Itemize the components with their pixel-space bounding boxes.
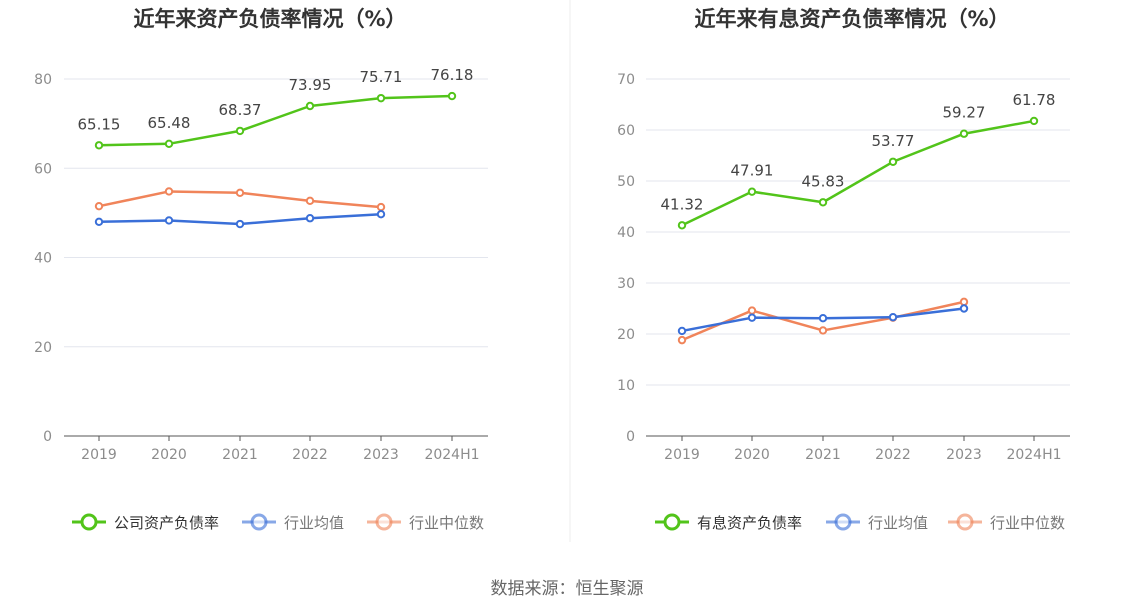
data-label: 47.91 (731, 162, 774, 180)
y-tick-label: 50 (617, 174, 635, 190)
y-tick-label: 40 (34, 251, 52, 267)
data-label: 45.83 (802, 172, 845, 190)
data-point-industry_avg (376, 210, 386, 219)
legend-item-company: 公司资产负债率 (72, 513, 219, 532)
charts-canvas: 近年来资产负债率情况（%） 0 20 40 60 80 2019 2020 2021 2022 20… (34, 0, 1070, 542)
data-point-company (305, 101, 315, 111)
data-label: 68.37 (219, 101, 262, 119)
chart-panel-1: 近年来资产负债率情况（%） 0 20 40 60 80 2019 2020 2021 2022 20… (34, 7, 488, 532)
legend-marker (375, 513, 393, 531)
y-tick-label: 20 (617, 327, 635, 343)
legend-label: 行业均值 (284, 514, 344, 532)
data-label: 53.77 (872, 132, 915, 150)
y-tick-label: 40 (617, 225, 635, 241)
legend-marker (834, 513, 852, 531)
x-tick-label: 2024H1 (424, 447, 479, 463)
legend-marker (663, 513, 681, 531)
legend-item-company: 有息资产负债率 (655, 513, 802, 532)
data-point-industry_avg (959, 304, 969, 313)
x-tick-label: 2019 (664, 447, 700, 463)
data-point-company (959, 129, 969, 138)
data-point-industry_median (677, 335, 687, 345)
legend-label: 行业中位数 (409, 514, 484, 532)
data-point-industry_avg (677, 326, 687, 336)
y-tick-label: 60 (617, 123, 635, 139)
data-label: 75.71 (360, 68, 403, 86)
x-tick-label: 2020 (734, 447, 770, 463)
y-tick-label: 0 (43, 429, 52, 445)
data-point-industry_avg (94, 217, 104, 227)
chart-panel-2: 近年来有息资产负债率情况（%） 0 10 20 30 40 50 60 70 2019 2020 20… (617, 7, 1070, 532)
chart-title: 近年来有息资产负债率情况（%） (694, 7, 1009, 31)
data-label: 61.78 (1013, 91, 1056, 109)
data-point-company (888, 157, 898, 166)
legend-marker (80, 513, 98, 531)
x-tick-label: 2024H1 (1006, 447, 1061, 463)
data-point-industry_median (818, 326, 828, 335)
series-line-company (681, 119, 1035, 227)
data-point-industry_median (959, 297, 969, 307)
data-point-industry_avg (888, 312, 898, 322)
x-tick-label: 2023 (946, 447, 982, 463)
data-label: 59.27 (943, 104, 986, 122)
data-point-company (164, 139, 174, 148)
data-point-industry_median (235, 188, 245, 197)
data-point-company (747, 187, 757, 196)
legend-label: 有息资产负债率 (697, 514, 802, 532)
legend-item-industry_avg: 行业均值 (826, 513, 928, 532)
x-tick-label: 2022 (875, 447, 911, 463)
data-point-company (1029, 116, 1039, 126)
data-label: 73.95 (289, 76, 332, 94)
legend-item-industry_median: 行业中位数 (367, 513, 484, 532)
legend-label: 公司资产负债率 (114, 514, 219, 532)
legend-item-industry_avg: 行业均值 (242, 513, 344, 532)
y-tick-label: 70 (617, 72, 635, 88)
data-point-industry_median (747, 306, 757, 315)
series-line-company (98, 94, 453, 147)
data-point-company (677, 221, 687, 230)
data-point-company (818, 198, 828, 207)
x-tick-label: 2021 (222, 447, 258, 463)
legend-marker (250, 513, 268, 531)
data-label: 65.15 (78, 115, 121, 133)
legend-marker (956, 513, 974, 531)
data-point-company (94, 141, 104, 150)
x-tick-label: 2020 (151, 447, 187, 463)
data-point-industry_median (376, 202, 386, 212)
y-tick-label: 30 (617, 276, 635, 292)
x-tick-label: 2022 (292, 447, 328, 463)
legend-item-industry_median: 行业中位数 (948, 513, 1065, 532)
data-point-industry_median (305, 196, 315, 206)
data-source-note: 数据来源：恒生聚源 (490, 579, 644, 599)
data-point-industry_avg (305, 214, 315, 223)
data-label: 41.32 (661, 195, 704, 213)
y-tick-label: 80 (34, 72, 52, 88)
x-tick-label: 2019 (81, 447, 117, 463)
data-point-industry_avg (235, 219, 245, 229)
data-point-industry_avg (164, 216, 174, 225)
data-label: 65.48 (148, 114, 191, 132)
x-tick-label: 2021 (805, 447, 841, 463)
x-tick-label: 2023 (363, 447, 399, 463)
y-tick-label: 0 (626, 429, 635, 445)
y-tick-label: 20 (34, 340, 52, 356)
data-point-company (235, 126, 245, 136)
data-point-industry_avg (818, 313, 828, 323)
data-point-company (376, 93, 386, 103)
data-point-company (447, 91, 457, 101)
data-point-industry_median (94, 201, 104, 211)
chart-title: 近年来资产负债率情况（%） (133, 7, 406, 31)
legend-label: 行业均值 (868, 514, 928, 532)
y-tick-label: 60 (34, 161, 52, 177)
legend-label: 行业中位数 (990, 514, 1065, 532)
data-point-industry_avg (747, 313, 757, 322)
data-label: 76.18 (431, 66, 474, 84)
data-point-industry_median (164, 187, 174, 196)
y-tick-label: 10 (617, 378, 635, 394)
